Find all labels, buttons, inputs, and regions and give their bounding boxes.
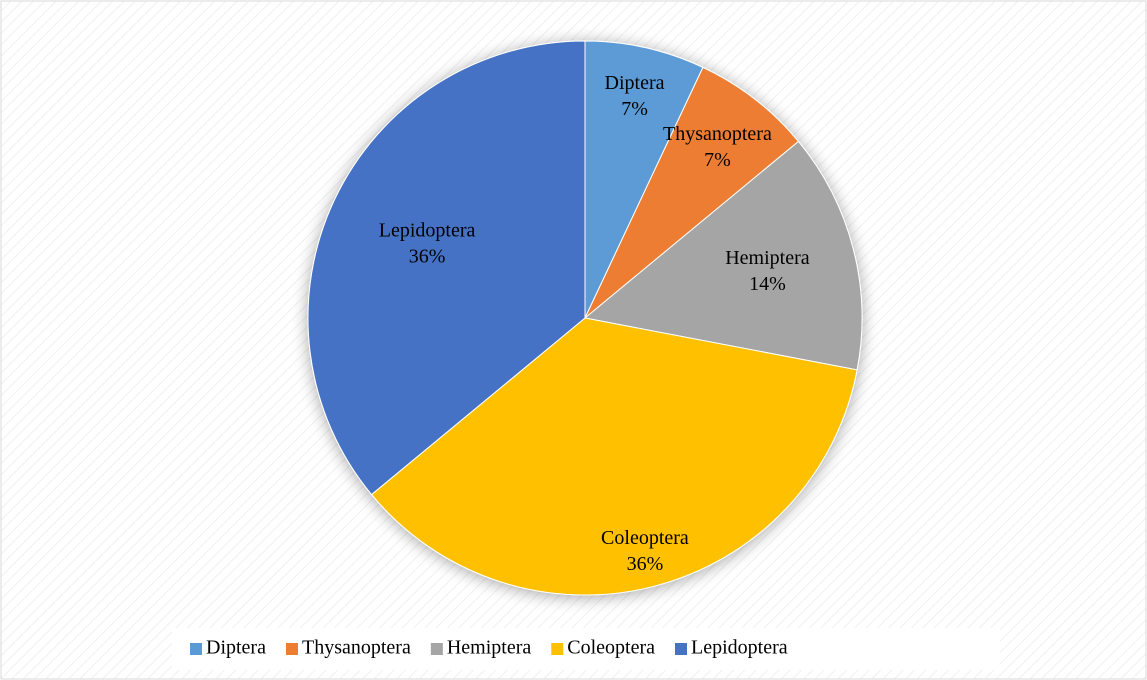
pie — [307, 40, 863, 596]
legend-swatch — [430, 643, 443, 655]
slice-category-label: Thysanoptera — [663, 123, 772, 145]
slice-value-label: 7% — [704, 149, 731, 171]
legend-label: Lepidoptera — [691, 637, 788, 659]
pie-slice — [584, 40, 704, 319]
slice-value-label: 14% — [749, 273, 786, 295]
slice-category-label: Diptera — [605, 72, 665, 94]
slice-value-label: 36% — [627, 553, 664, 575]
slice-value-label: 36% — [409, 245, 446, 267]
pie-slice — [584, 66, 800, 319]
pie-slice — [370, 317, 858, 596]
legend-label: Coleoptera — [567, 637, 655, 659]
legend-box — [172, 628, 1000, 670]
legend: Diptera Thysanoptera Hemiptera Coleoptera Le… — [190, 637, 788, 659]
legend-label: Diptera — [206, 637, 266, 659]
legend-label: Hemiptera — [447, 637, 532, 659]
legend-swatch — [675, 643, 687, 655]
slice-category-label: Lepidoptera — [379, 219, 476, 241]
pie-slice — [307, 40, 586, 496]
legend-swatch — [551, 643, 564, 655]
legend-swatch — [190, 643, 202, 655]
slice-category-label: Hemiptera — [725, 247, 810, 269]
slice-category-label: Coleoptera — [601, 527, 689, 549]
slice-labels: Diptera 7% Thysanoptera 7% Hemiptera 14% Coleo… — [379, 72, 810, 575]
legend-swatch — [285, 643, 298, 655]
slice-value-label: 7% — [621, 98, 648, 120]
pie-slice — [583, 140, 863, 371]
legend-label: Thysanoptera — [302, 637, 411, 659]
